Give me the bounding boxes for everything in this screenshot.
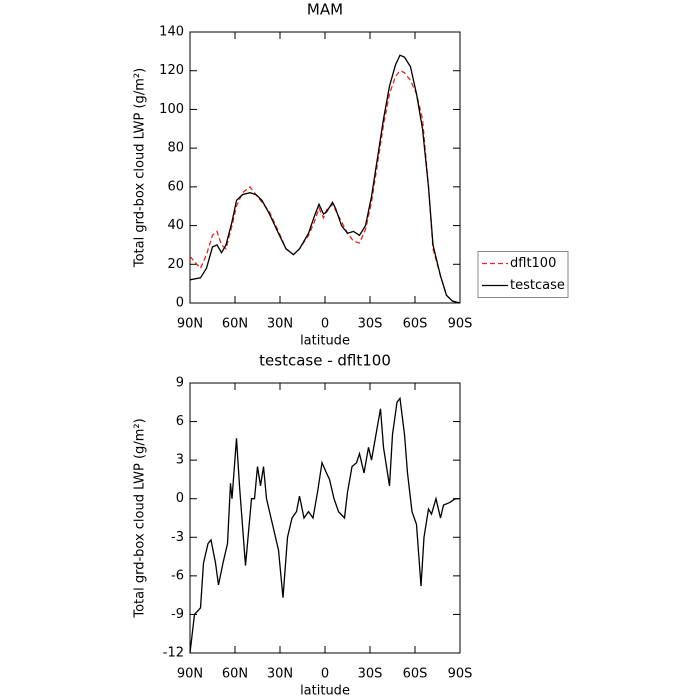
plot-frame xyxy=(189,31,461,304)
legend-box xyxy=(477,251,569,299)
y-tick-label: -3 xyxy=(171,530,184,545)
x-tick-label: 60S xyxy=(403,317,428,332)
x-tick-label: 30N xyxy=(267,317,293,332)
y-tick-label: 40 xyxy=(167,218,184,233)
y-tick-label: -9 xyxy=(171,607,184,622)
data-line xyxy=(189,54,461,304)
x-tick-label: 60S xyxy=(403,667,428,682)
legend-label: testcase xyxy=(510,278,565,293)
x-tick-label: 30N xyxy=(267,667,293,682)
plot-frame xyxy=(189,382,461,654)
y-tick-label: 6 xyxy=(176,414,184,429)
y-tick-label: 9 xyxy=(176,376,184,391)
y-tick-label: 0 xyxy=(176,491,184,506)
y-tick-label: 120 xyxy=(159,63,184,78)
x-tick-label: 90S xyxy=(448,317,473,332)
y-tick-label: 3 xyxy=(176,453,184,468)
y-axis-label: Total grd-box cloud LWP (g/m²) xyxy=(133,68,148,268)
y-axis-label: Total grd-box cloud LWP (g/m²) xyxy=(133,418,148,618)
x-axis-label: latitude xyxy=(300,334,350,349)
x-tick-label: 60N xyxy=(222,317,248,332)
x-tick-label: 90N xyxy=(177,317,203,332)
x-tick-label: 30S xyxy=(358,667,383,682)
x-tick-label: 30S xyxy=(358,317,383,332)
y-tick-label: 0 xyxy=(176,296,184,311)
x-axis-label: latitude xyxy=(300,684,350,699)
y-tick-label: 80 xyxy=(167,141,184,156)
x-tick-label: 0 xyxy=(321,317,329,332)
x-tick-label: 0 xyxy=(321,667,329,682)
chart-title: MAM xyxy=(307,1,343,19)
x-tick-label: 90S xyxy=(448,667,473,682)
data-line xyxy=(189,69,461,304)
y-tick-label: 100 xyxy=(159,102,184,117)
x-tick-label: 90N xyxy=(177,667,203,682)
y-tick-label: -6 xyxy=(171,568,184,583)
y-tick-label: -12 xyxy=(163,646,184,661)
y-tick-label: 140 xyxy=(159,25,184,40)
chart-title: testcase - dflt100 xyxy=(259,352,391,370)
data-line xyxy=(189,396,460,654)
y-tick-label: 60 xyxy=(167,179,184,194)
x-tick-label: 60N xyxy=(222,667,248,682)
y-tick-label: 20 xyxy=(167,257,184,272)
legend-label: dflt100 xyxy=(510,256,556,271)
